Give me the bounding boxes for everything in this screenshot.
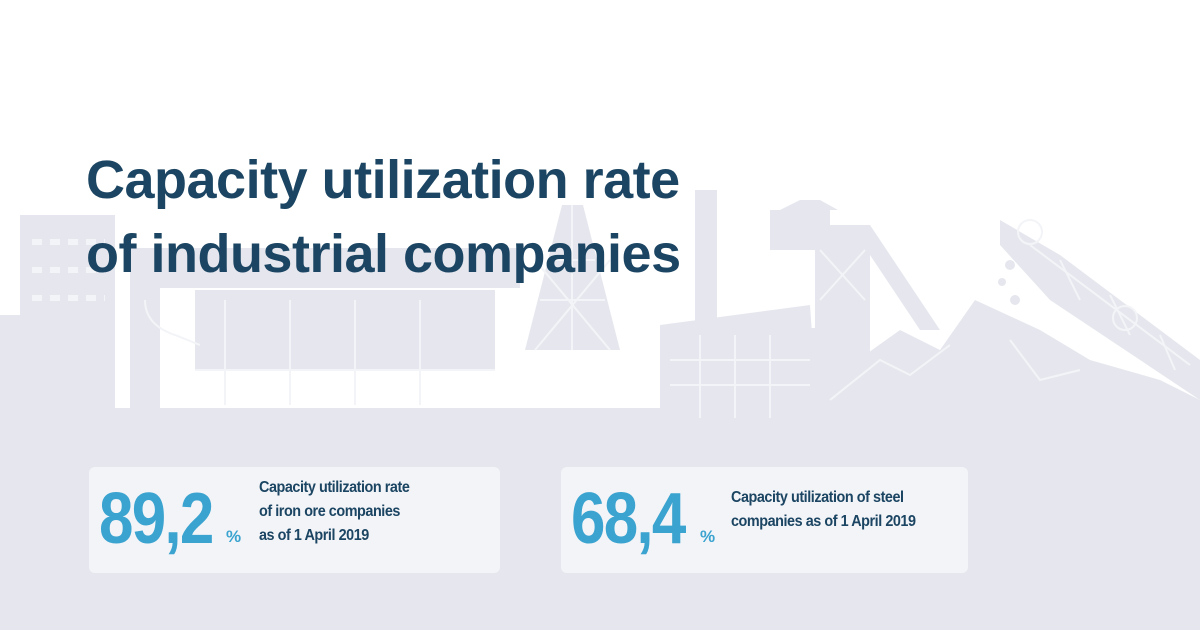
stat-card-iron-ore: 89,2 % Capacity utilization rate of iron… <box>89 467 500 573</box>
stat-description-line: Capacity utilization of steel <box>731 489 904 506</box>
stat-description: Capacity utilization of steel companies … <box>731 486 965 534</box>
stat-description-line: as of 1 April 2019 <box>259 527 369 544</box>
stat-description: Capacity utilization rate of iron ore co… <box>259 476 457 548</box>
stat-description-line: Capacity utilization rate <box>259 479 410 496</box>
title-line: Capacity utilization rate <box>86 150 680 210</box>
page-title: Capacity utilization rate of industrial … <box>86 143 681 291</box>
stat-description-line: companies as of 1 April 2019 <box>731 513 916 530</box>
stat-value: 89,2 <box>99 479 214 559</box>
stat-description-line: of iron ore companies <box>259 503 400 520</box>
stat-unit: % <box>700 527 716 546</box>
stat-unit: % <box>226 527 242 546</box>
stat-card-steel: 68,4 % Capacity utilization of steel com… <box>561 467 968 573</box>
stat-value: 68,4 <box>571 479 686 559</box>
title-line: of industrial companies <box>86 224 681 284</box>
